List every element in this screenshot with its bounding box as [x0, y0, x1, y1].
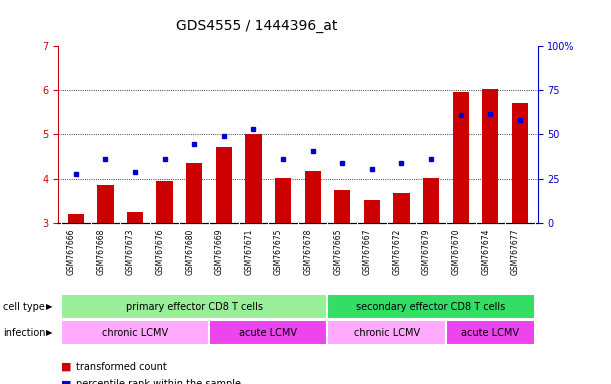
Text: GSM767670: GSM767670 [452, 228, 461, 275]
Bar [304, 170, 321, 223]
Text: GDS4555 / 1444396_at: GDS4555 / 1444396_at [176, 19, 337, 33]
Text: ▶: ▶ [46, 302, 52, 311]
Text: transformed count: transformed count [76, 362, 167, 372]
Bar [127, 212, 143, 223]
Text: GSM767675: GSM767675 [274, 228, 283, 275]
Bar [512, 103, 528, 223]
Text: GSM767680: GSM767680 [185, 228, 194, 275]
Text: ■: ■ [61, 379, 71, 384]
Text: GSM767668: GSM767668 [97, 228, 106, 275]
Text: GSM767666: GSM767666 [67, 228, 76, 275]
Text: GSM767677: GSM767677 [511, 228, 520, 275]
Text: GSM767665: GSM767665 [333, 228, 342, 275]
FancyBboxPatch shape [327, 294, 535, 319]
Bar [453, 93, 469, 223]
Text: primary effector CD8 T cells: primary effector CD8 T cells [126, 302, 263, 312]
Text: cell type: cell type [3, 302, 45, 312]
Bar [245, 134, 262, 223]
Bar [423, 178, 439, 223]
Text: GSM767669: GSM767669 [215, 228, 224, 275]
FancyBboxPatch shape [327, 320, 446, 346]
Text: chronic LCMV: chronic LCMV [354, 328, 420, 338]
Text: GSM767679: GSM767679 [422, 228, 431, 275]
Text: acute LCMV: acute LCMV [461, 328, 519, 338]
Bar [97, 185, 114, 223]
Text: ▶: ▶ [46, 328, 52, 338]
Text: GSM767674: GSM767674 [481, 228, 490, 275]
Bar [186, 163, 202, 223]
Bar [216, 147, 232, 223]
FancyBboxPatch shape [446, 320, 535, 346]
Text: infection: infection [3, 328, 46, 338]
Text: percentile rank within the sample: percentile rank within the sample [76, 379, 241, 384]
FancyBboxPatch shape [61, 294, 327, 319]
Bar [364, 200, 380, 223]
Text: GSM767676: GSM767676 [156, 228, 164, 275]
Bar [393, 193, 409, 223]
Text: GSM767671: GSM767671 [244, 228, 254, 275]
Bar [275, 178, 291, 223]
Bar [156, 181, 173, 223]
FancyBboxPatch shape [61, 320, 209, 346]
Bar [482, 89, 499, 223]
Bar [68, 214, 84, 223]
Bar [334, 190, 351, 223]
Text: acute LCMV: acute LCMV [240, 328, 298, 338]
Text: GSM767678: GSM767678 [304, 228, 313, 275]
FancyBboxPatch shape [209, 320, 327, 346]
Text: GSM767672: GSM767672 [392, 228, 401, 275]
Text: secondary effector CD8 T cells: secondary effector CD8 T cells [356, 302, 506, 312]
Text: chronic LCMV: chronic LCMV [102, 328, 168, 338]
Text: GSM767667: GSM767667 [363, 228, 372, 275]
Text: ■: ■ [61, 362, 71, 372]
Text: GSM767673: GSM767673 [126, 228, 135, 275]
